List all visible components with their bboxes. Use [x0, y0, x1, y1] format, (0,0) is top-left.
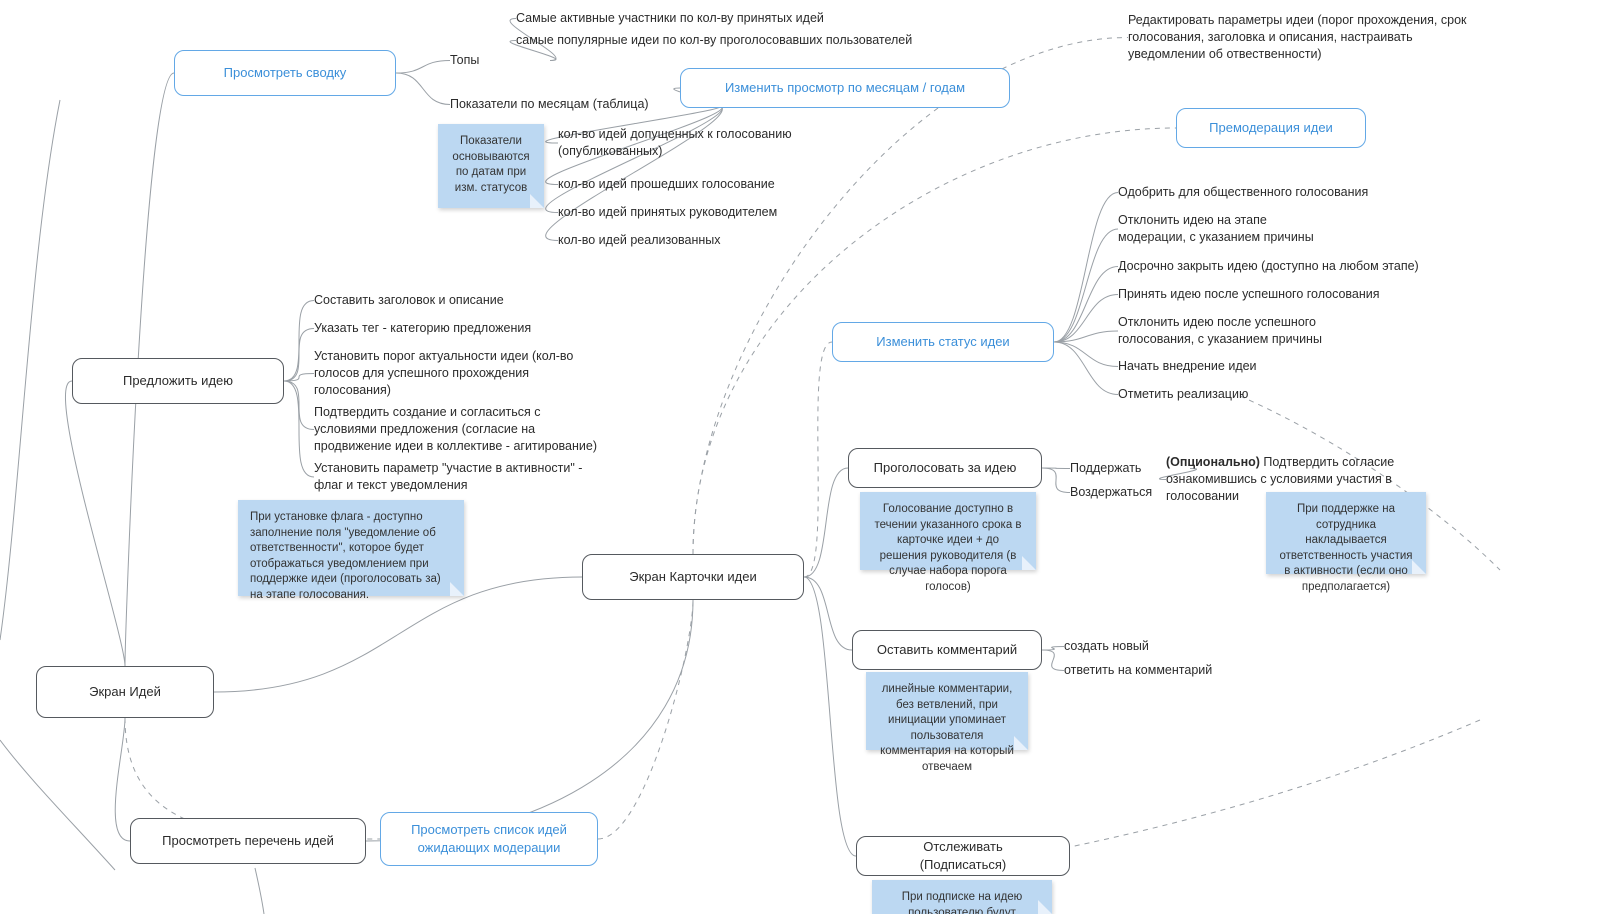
- edge: [1065, 720, 1480, 848]
- node-t_popular: самые популярные идеи по кол-ву проголос…: [516, 32, 986, 49]
- node-t_creply: ответить на комментарий: [1064, 662, 1264, 679]
- node-sticky_vote: Голосование доступно в течении указанног…: [860, 492, 1036, 570]
- edge: [1054, 193, 1118, 343]
- edge: [1054, 342, 1118, 395]
- edge: [1054, 229, 1118, 342]
- edge: [1042, 650, 1064, 671]
- node-card_screen[interactable]: Экран Карточки идеи: [582, 554, 804, 600]
- node-change_status[interactable]: Изменить статус идеи: [832, 322, 1054, 362]
- node-t_m1: кол-во идей допущенных к голосованию (оп…: [558, 126, 818, 160]
- node-t_s1: Одобрить для общественного голосования: [1118, 184, 1458, 201]
- node-t_p3: Установить порог актуальности идеи (кол-…: [314, 348, 604, 399]
- node-label: Отслеживать (Подписаться): [879, 838, 1047, 873]
- node-propose_idea[interactable]: Предложить идею: [72, 358, 284, 404]
- edge: [65, 381, 125, 666]
- edge: [0, 100, 60, 640]
- edge: [284, 374, 314, 382]
- node-t_p2: Указать тег - категорию предложения: [314, 320, 614, 337]
- node-label: Экран Карточки идеи: [629, 568, 756, 586]
- node-t_tops: Топы: [450, 52, 550, 69]
- node-ideas_screen[interactable]: Экран Идей: [36, 666, 214, 718]
- node-label: Экран Идей: [89, 683, 161, 701]
- edge: [804, 342, 832, 577]
- node-sticky_indicators: Показатели основываются по датам при изм…: [438, 124, 544, 208]
- node-sticky_subscribe: При подписке на идею пользователю будут: [872, 880, 1052, 914]
- edge: [1054, 342, 1118, 367]
- node-subscribe[interactable]: Отслеживать (Подписаться): [856, 836, 1070, 876]
- node-leave_comment[interactable]: Оставить комментарий: [852, 630, 1042, 670]
- edge: [1042, 468, 1070, 469]
- edge: [366, 600, 693, 841]
- node-t_optional: (Опционально) Подтвердить согласие ознак…: [1166, 454, 1406, 505]
- node-t_s4: Принять идею после успешного голосования: [1118, 286, 1478, 303]
- edge: [255, 868, 264, 914]
- node-view_summary[interactable]: Просмотреть сводку: [174, 50, 396, 96]
- edge: [284, 381, 314, 477]
- edge: [804, 577, 852, 650]
- node-label: Оставить комментарий: [877, 641, 1017, 659]
- node-view_list_ideas[interactable]: Просмотреть перечень идей: [130, 818, 366, 864]
- edge: [598, 600, 693, 839]
- node-vote_idea[interactable]: Проголосовать за идею: [848, 448, 1042, 488]
- node-t_m4: кол-во идей реализованных: [558, 232, 858, 249]
- node-t_p5: Установить параметр "участие в активност…: [314, 460, 604, 494]
- node-label: Предложить идею: [123, 372, 233, 390]
- node-t_s6: Начать внедрение идеи: [1118, 358, 1378, 375]
- node-label: Проголосовать за идею: [874, 459, 1017, 477]
- edge: [1054, 267, 1118, 343]
- node-view_moderation[interactable]: Просмотреть список идей ожидающих модера…: [380, 812, 598, 866]
- node-t_p1: Составить заголовок и описание: [314, 292, 614, 309]
- edge: [284, 381, 314, 430]
- edge: [0, 740, 115, 870]
- edge: [804, 468, 848, 577]
- node-t_ed_params: Редактировать параметры идеи (порог прох…: [1128, 12, 1478, 63]
- node-t_active: Самые активные участники по кол-ву приня…: [516, 10, 936, 27]
- node-t_cnew: создать новый: [1064, 638, 1224, 655]
- edge: [804, 577, 856, 856]
- node-label: Просмотреть перечень идей: [162, 832, 334, 850]
- node-sticky_flag: При установке флага - доступно заполнени…: [238, 500, 464, 596]
- node-label: Премодерация идеи: [1209, 119, 1333, 137]
- node-change_view[interactable]: Изменить просмотр по месяцам / годам: [680, 68, 1010, 108]
- edge: [1042, 468, 1070, 493]
- node-t_p4: Подтвердить создание и согласиться с усл…: [314, 404, 604, 455]
- edge: [284, 329, 314, 382]
- edge: [115, 718, 130, 841]
- edge: [1054, 295, 1118, 343]
- edge: [1054, 331, 1118, 342]
- node-sticky_comment: линейные комментарии, без ветвлений, при…: [866, 672, 1028, 750]
- edge: [284, 301, 314, 382]
- node-label: Просмотреть список идей ожидающих модера…: [403, 821, 575, 856]
- node-label: Изменить статус идеи: [876, 333, 1009, 351]
- edge: [396, 61, 450, 74]
- node-t_m3: кол-во идей принятых руководителем: [558, 204, 858, 221]
- node-label: Просмотреть сводку: [224, 64, 347, 82]
- node-t_s2: Отклонить идею на этапе модерации, с ука…: [1118, 212, 1458, 246]
- node-t_s7: Отметить реализацию: [1118, 386, 1378, 403]
- mindmap-canvas: Экран Идей Предложить идею Просмотреть сво…: [0, 0, 1600, 914]
- node-t_m2: кол-во идей прошедших голосование: [558, 176, 858, 193]
- node-premoderation[interactable]: Премодерация идеи: [1176, 108, 1366, 148]
- node-t_s3: Досрочно закрыть идею (доступно на любом…: [1118, 258, 1518, 275]
- node-label: Изменить просмотр по месяцам / годам: [725, 79, 965, 97]
- node-t_monthly: Показатели по месяцам (таблица): [450, 96, 710, 113]
- edge: [396, 73, 450, 105]
- edge: [1042, 647, 1064, 651]
- node-t_s5: Отклонить идею после успешного голосован…: [1118, 314, 1478, 348]
